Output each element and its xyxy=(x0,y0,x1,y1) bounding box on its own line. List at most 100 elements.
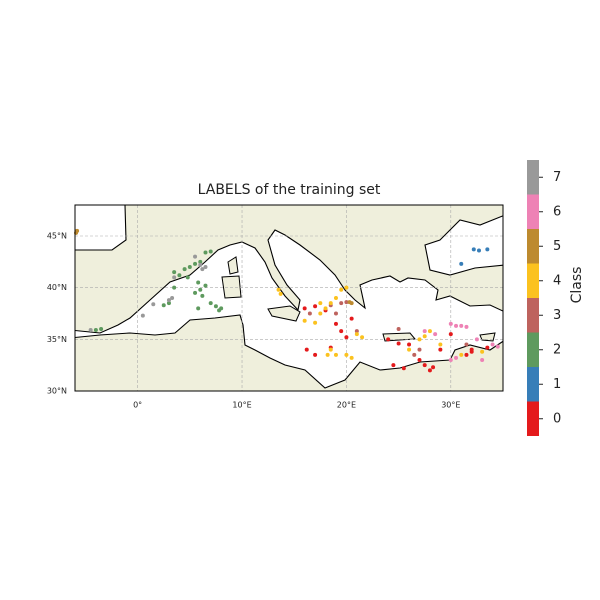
y-tick-label: 35°N xyxy=(47,335,67,344)
point xyxy=(480,349,485,354)
point xyxy=(193,290,198,295)
point xyxy=(427,368,432,373)
point xyxy=(161,303,166,308)
point xyxy=(354,329,359,334)
point xyxy=(417,347,422,352)
islands xyxy=(221,256,496,342)
colorbar-tick-label: 7 xyxy=(553,170,561,185)
point xyxy=(354,332,359,337)
point xyxy=(401,366,406,371)
point xyxy=(422,363,427,368)
point xyxy=(417,337,422,342)
point xyxy=(93,328,98,333)
point xyxy=(464,342,469,347)
point xyxy=(318,301,323,306)
point xyxy=(471,247,476,252)
point xyxy=(323,306,328,311)
point xyxy=(448,358,453,362)
map-frame xyxy=(74,204,504,392)
point xyxy=(396,327,401,331)
point xyxy=(339,301,344,306)
point xyxy=(185,275,190,280)
point xyxy=(422,334,427,339)
point xyxy=(427,329,432,334)
point xyxy=(213,304,218,309)
point xyxy=(464,352,469,357)
point xyxy=(344,285,349,290)
point xyxy=(166,301,171,306)
point xyxy=(276,287,281,292)
y-tick-label: 45°N xyxy=(47,232,67,241)
point xyxy=(438,342,443,347)
colorbar-tick-label: 2 xyxy=(553,342,561,357)
point xyxy=(172,270,177,275)
colorbar-tick-label: 0 xyxy=(553,411,561,426)
point xyxy=(431,365,436,370)
point xyxy=(302,318,307,323)
point xyxy=(170,296,175,300)
point xyxy=(193,261,198,266)
point xyxy=(328,347,333,352)
point xyxy=(198,262,203,267)
point xyxy=(417,358,422,362)
colorbar-segment xyxy=(527,298,539,333)
point xyxy=(278,291,283,296)
colorbar-segment xyxy=(527,401,539,436)
y-tick-label: 30°N xyxy=(47,387,67,396)
colorbar-segment xyxy=(527,194,539,229)
point xyxy=(412,352,417,357)
point xyxy=(349,301,354,306)
point xyxy=(313,320,318,325)
point xyxy=(151,302,156,307)
point xyxy=(99,327,104,331)
point xyxy=(166,298,171,303)
chart-title: LABELS of the training set xyxy=(198,182,381,198)
point xyxy=(474,337,479,342)
colorbar-tick-label: 6 xyxy=(553,204,561,219)
point xyxy=(333,296,338,300)
point xyxy=(386,337,391,342)
point xyxy=(344,335,349,340)
point xyxy=(339,287,344,292)
point xyxy=(485,247,490,252)
point xyxy=(490,342,495,347)
x-tick-label: 30°E xyxy=(441,401,460,410)
point xyxy=(333,321,338,326)
point xyxy=(208,301,213,306)
point xyxy=(360,335,365,340)
point xyxy=(459,352,464,357)
point xyxy=(217,308,222,313)
point xyxy=(454,323,459,328)
point xyxy=(459,323,464,328)
point xyxy=(480,358,485,362)
point xyxy=(177,273,182,278)
point xyxy=(469,349,474,354)
point xyxy=(454,355,459,360)
colorbar-tick-label: 5 xyxy=(553,239,561,254)
point xyxy=(203,250,208,255)
point xyxy=(198,259,203,264)
point xyxy=(448,321,453,326)
point xyxy=(485,345,490,350)
point xyxy=(313,352,318,357)
point xyxy=(200,267,205,272)
point xyxy=(88,328,93,333)
point xyxy=(349,355,354,360)
point xyxy=(302,306,307,311)
point xyxy=(172,275,177,280)
map xyxy=(75,205,503,391)
point xyxy=(448,332,453,337)
point xyxy=(433,332,438,337)
point xyxy=(407,347,412,352)
point xyxy=(196,280,201,285)
colorbar-tick-label: 3 xyxy=(553,308,561,323)
point xyxy=(349,316,354,321)
y-tick-label: 40°N xyxy=(47,283,67,292)
point xyxy=(208,249,213,254)
point xyxy=(422,329,427,334)
point xyxy=(476,248,481,253)
point xyxy=(495,344,500,349)
x-tick-label: 10°E xyxy=(232,401,251,410)
